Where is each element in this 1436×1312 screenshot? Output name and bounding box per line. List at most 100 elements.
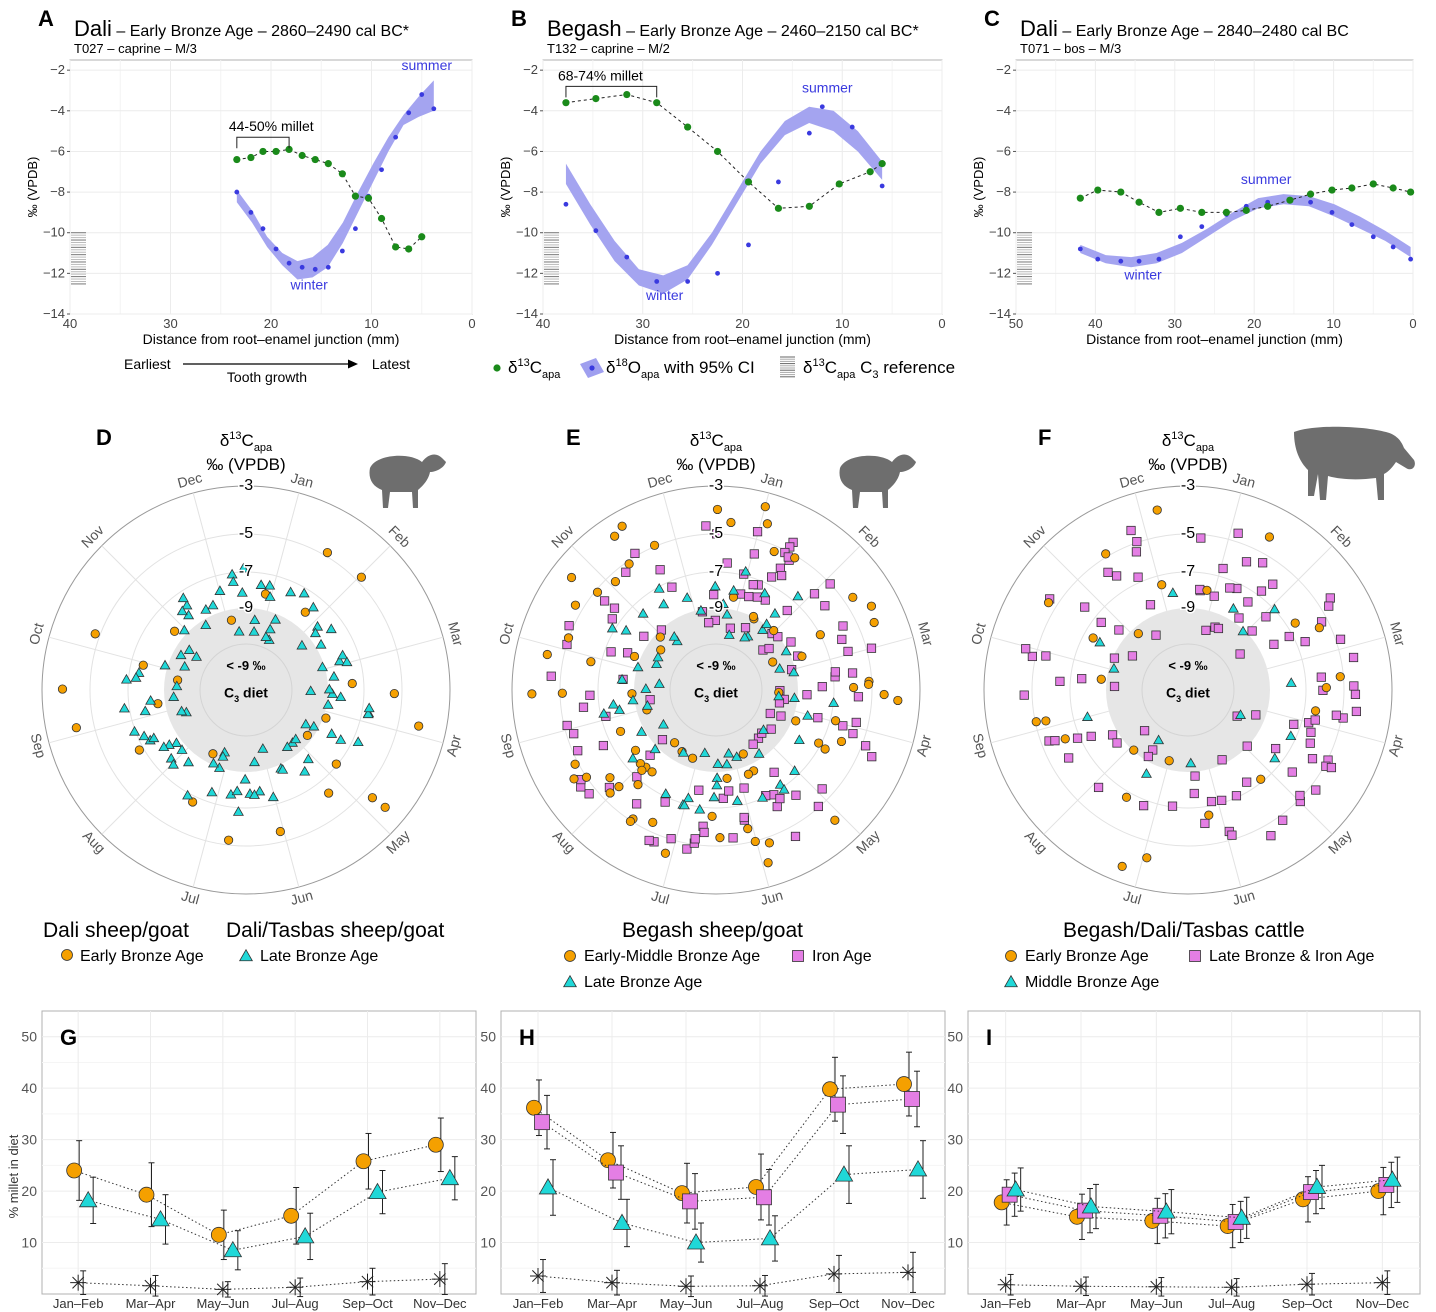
y-tick-label: 40 xyxy=(21,1080,37,1096)
legend-marker xyxy=(1003,974,1019,988)
circle-point xyxy=(1264,532,1275,542)
month-label: Jan xyxy=(759,469,785,490)
triangle-point xyxy=(182,756,195,767)
winter-label: winter xyxy=(290,277,329,293)
legend-label: Late Bronze & Iron Age xyxy=(1209,948,1375,965)
panel-i: 10 20 30 40 50 Jan–Feb Mar–Apr May–Jun Jul–Aug Se… xyxy=(947,1010,1421,1311)
carbon-line xyxy=(565,94,883,209)
triangle-point xyxy=(678,799,690,810)
square-point xyxy=(1190,771,1200,781)
x-tick-label: 40 xyxy=(63,316,77,331)
carbon-point xyxy=(1076,194,1084,202)
y-tick-label: 10 xyxy=(947,1235,963,1251)
legend-label: Late Bronze Age xyxy=(584,974,702,991)
carbon-point xyxy=(1328,186,1336,194)
circle-point xyxy=(1096,674,1106,684)
square-point xyxy=(578,702,589,712)
triangle-point xyxy=(760,1228,780,1246)
millet-bracket xyxy=(565,85,658,98)
circle-point xyxy=(1117,861,1127,871)
earliest-label: Earliest xyxy=(124,356,171,372)
label-part: apa xyxy=(1196,442,1215,454)
circle-point xyxy=(637,765,647,775)
triangle-point xyxy=(1227,602,1239,613)
y-tick-label: 50 xyxy=(947,1029,963,1045)
carbon-point xyxy=(405,245,413,253)
circle-point xyxy=(208,749,218,759)
legend-carbon-marker xyxy=(493,364,501,372)
triangle-point xyxy=(337,649,349,660)
star-stroke xyxy=(289,1281,302,1294)
label-part: diet xyxy=(239,685,268,701)
carbon-point xyxy=(233,155,241,164)
square-point xyxy=(690,834,700,844)
star-stroke xyxy=(605,1276,619,1289)
triangle-point xyxy=(363,702,375,713)
square-point xyxy=(1348,652,1359,663)
triangle-point xyxy=(640,683,652,693)
circle-point xyxy=(648,817,658,827)
panel-letter: F xyxy=(1038,425,1051,450)
circle-point xyxy=(526,1099,542,1116)
x-tick-label: Jan–Feb xyxy=(513,1296,564,1311)
label-part: C xyxy=(855,358,872,377)
label-part: O xyxy=(628,358,641,377)
circle-point xyxy=(1152,505,1162,515)
title-site: Dali xyxy=(74,16,112,41)
circle-point xyxy=(169,626,180,636)
circle-point xyxy=(542,649,552,660)
circle-point xyxy=(822,1081,838,1098)
circle-point xyxy=(586,657,596,667)
square-point xyxy=(1019,690,1029,700)
circle-point xyxy=(427,1136,444,1153)
panel-letter: C xyxy=(984,6,1000,31)
y-tick-label: −8 xyxy=(50,184,65,199)
star-stroke xyxy=(999,1278,1012,1291)
circle-point xyxy=(738,749,748,759)
circle-point xyxy=(581,772,592,782)
x-tick-label: Jul–Aug xyxy=(1208,1296,1255,1311)
oxygen-point xyxy=(273,246,279,252)
x-tick-label: 30 xyxy=(1168,316,1182,331)
carbon-point xyxy=(1407,188,1415,196)
panel-letter: H xyxy=(519,1025,535,1050)
circle-point xyxy=(750,836,760,847)
triangle-point xyxy=(802,709,814,720)
summer-label: summer xyxy=(1241,171,1292,187)
legend-title: Begash sheep/goat xyxy=(622,919,803,942)
month-label: Jan xyxy=(289,469,315,490)
star-point xyxy=(530,1267,546,1284)
latest-label: Latest xyxy=(372,356,410,372)
circle-point xyxy=(283,1207,300,1224)
circle-point xyxy=(836,736,847,747)
month-label: Oct xyxy=(968,621,989,646)
title-period: – Early Bronze Age – 2460–2150 cal BC* xyxy=(622,23,919,40)
square-point xyxy=(1201,625,1211,635)
legend-carbon-label: δ13Capa xyxy=(508,357,561,381)
square-point xyxy=(764,643,774,654)
triangle-point xyxy=(1140,768,1152,778)
month-label: Sep xyxy=(28,731,50,759)
plot-frame xyxy=(500,1010,946,1295)
oxygen-point xyxy=(1136,258,1142,264)
square-point xyxy=(748,739,758,749)
circle-point xyxy=(1204,810,1214,820)
panel-title: Dali – Early Bronze Age – 2840–2480 cal … xyxy=(1020,16,1349,41)
square-point xyxy=(1326,762,1337,773)
circle-point xyxy=(226,615,237,625)
circle-point xyxy=(660,848,671,858)
star-point xyxy=(1223,1279,1240,1296)
square-point xyxy=(645,695,655,705)
month-label: Oct xyxy=(496,621,517,646)
square-point xyxy=(1351,706,1361,717)
triangle-point xyxy=(206,786,218,797)
star-point xyxy=(70,1274,87,1291)
square-point xyxy=(1112,738,1122,748)
panel-letter: E xyxy=(566,425,581,450)
triangle-point xyxy=(711,779,723,790)
square-point xyxy=(1055,676,1065,686)
square-point xyxy=(1324,601,1334,611)
carbon-point xyxy=(364,194,373,202)
triangle-point xyxy=(223,1240,243,1258)
x-tick-label: Mar–Apr xyxy=(1056,1296,1107,1311)
